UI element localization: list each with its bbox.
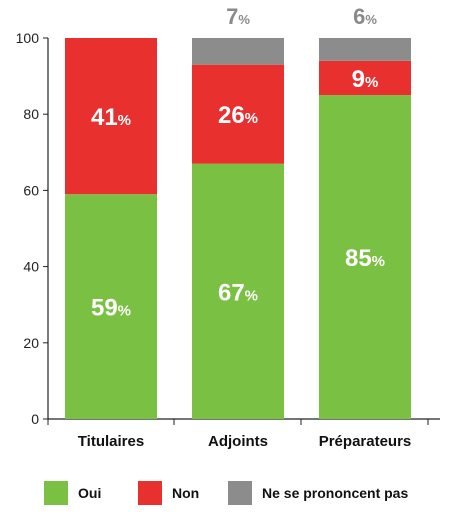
x-category-label: Préparateurs bbox=[319, 433, 412, 450]
data-label: 85% bbox=[345, 245, 385, 272]
y-tick-label: 0 bbox=[31, 411, 39, 427]
y-tick-label: 40 bbox=[23, 259, 39, 275]
axes: 0 20 40 60 80 100 Titulaires Adjoints Préparateu… bbox=[16, 30, 440, 450]
data-label: 67% bbox=[218, 279, 258, 306]
legend-swatch bbox=[228, 481, 252, 505]
x-category-label: Titulaires bbox=[78, 433, 144, 450]
data-label: 6% bbox=[353, 4, 377, 29]
bars bbox=[65, 38, 411, 420]
bar-segment bbox=[319, 60, 411, 96]
legend-swatch bbox=[138, 481, 162, 505]
data-label: 26% bbox=[218, 102, 258, 129]
legend-label: Non bbox=[172, 485, 199, 501]
legend-label: Ne se prononcent pas bbox=[262, 485, 408, 501]
data-label: 9% bbox=[352, 66, 379, 93]
legend-swatch bbox=[44, 481, 68, 505]
bar-segment bbox=[192, 38, 284, 65]
data-labels: 59% 41% 67% 26% 7% 85% 9% 6% bbox=[91, 4, 385, 322]
data-label: 7% bbox=[226, 4, 250, 29]
legend-label: Oui bbox=[78, 485, 101, 501]
y-tick-label: 20 bbox=[23, 335, 39, 351]
y-tick-label: 80 bbox=[23, 106, 39, 122]
data-label: 41% bbox=[91, 104, 131, 131]
data-label: 59% bbox=[91, 295, 131, 322]
y-tick-label: 100 bbox=[16, 30, 40, 46]
bar-segment bbox=[192, 64, 284, 164]
bar-segment bbox=[65, 38, 157, 195]
legend: Oui Non Ne se prononcent pas bbox=[44, 481, 408, 505]
bar-segment bbox=[65, 194, 157, 419]
bar-segment bbox=[319, 38, 411, 61]
bar-segment bbox=[319, 95, 411, 420]
y-tick-label: 60 bbox=[23, 182, 39, 198]
x-category-label: Adjoints bbox=[208, 433, 268, 450]
bar-segment bbox=[192, 163, 284, 419]
